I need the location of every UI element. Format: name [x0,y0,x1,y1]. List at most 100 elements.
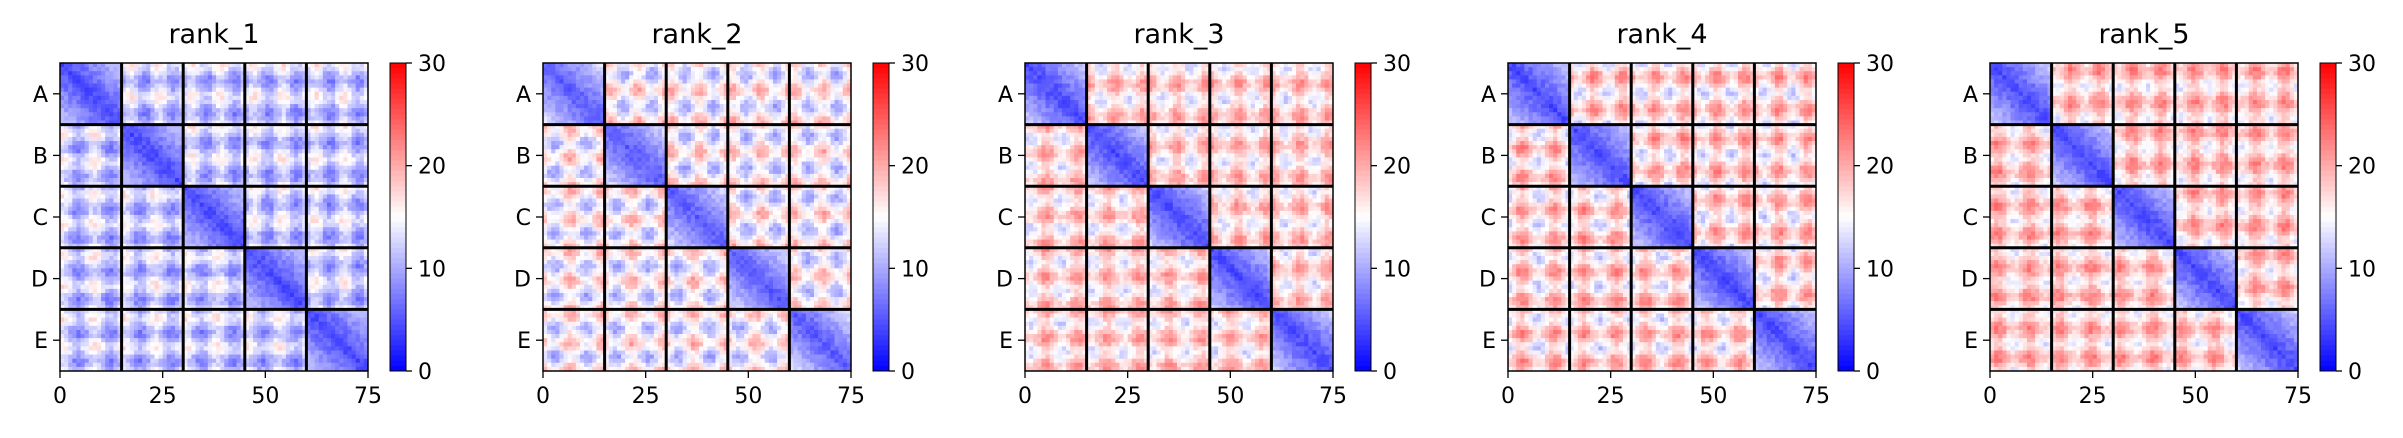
heatmap-cell [134,100,138,104]
heatmap-cell [163,178,167,182]
heatmap-cell [142,145,146,149]
heatmap-cell [97,145,101,149]
heatmap-cell [134,129,138,133]
heatmap-cell [175,100,179,104]
heatmap-cell [163,157,167,161]
heatmap-cell [76,141,80,145]
heatmap-cell [64,71,68,75]
heatmap-cell [167,112,171,116]
heatmap-cell [150,133,154,137]
heatmap-cell [68,129,72,133]
heatmap-cell [105,112,109,116]
heatmap-cell [130,157,134,161]
heatmap-cell [89,133,93,137]
heatmap-cell [130,84,134,88]
heatmap-cell [81,88,85,92]
heatmap-cell [138,71,142,75]
heatmap-cell [113,100,117,104]
heatmap-cell [138,178,142,182]
heatmap-cell [150,170,154,174]
heatmap-cell [134,108,138,112]
heatmap-cell [167,92,171,96]
heatmap-cell [146,153,150,157]
heatmap-cell [76,108,80,112]
heatmap-cell [85,96,89,100]
heatmap-cell [159,145,163,149]
heatmap-cell [154,112,158,116]
heatmap-cell [138,129,142,133]
heatmap-cell [167,162,171,166]
heatmap-cell [109,96,113,100]
heatmap-cell [89,75,93,79]
heatmap-cell [150,153,154,157]
heatmap-cell [105,104,109,108]
heatmap-cell [72,79,76,83]
heatmap-cell [109,178,113,182]
heatmap-cell [105,96,109,100]
heatmap-cell [138,170,142,174]
heatmap-cell [101,133,105,137]
heatmap-cell [93,166,97,170]
heatmap-cell [150,96,154,100]
heatmap-cell [97,149,101,153]
heatmap-cell [130,104,134,108]
heatmap-cell [150,75,154,79]
heatmap-cell [154,178,158,182]
heatmap-cell [105,88,109,92]
heatmap-cell [97,174,101,178]
heatmap-cell [163,108,167,112]
heatmap-cell [163,145,167,149]
heatmap-cell [175,67,179,71]
heatmap-cell [142,108,146,112]
heatmap-cell [138,153,142,157]
heatmap-cell [130,129,134,133]
heatmap-cell [126,174,130,178]
heatmap-cell [85,129,89,133]
heatmap-cell [97,157,101,161]
heatmap-cell [167,75,171,79]
heatmap-cell [134,137,138,141]
heatmap-cell [150,157,154,161]
heatmap-cell [175,141,179,145]
heatmap-cell [146,170,150,174]
heatmap-cell [76,92,80,96]
heatmap-cell [146,75,150,79]
heatmap-cell [175,75,179,79]
heatmap-cell [76,71,80,75]
heatmap-cell [175,162,179,166]
heatmap-cell [97,153,101,157]
heatmap-cell [163,116,167,120]
heatmap-cell [159,96,163,100]
heatmap-cell [76,75,80,79]
heatmap-cell [113,112,117,116]
heatmap-cell [105,108,109,112]
heatmap-cell [93,75,97,79]
heatmap-cell [85,133,89,137]
heatmap-cell [175,149,179,153]
heatmap-cell [130,166,134,170]
heatmap-cell [142,149,146,153]
heatmap-cell [101,75,105,79]
heatmap-cell [171,162,175,166]
heatmap-cell [81,145,85,149]
heatmap-cell [163,137,167,141]
heatmap-cell [113,71,117,75]
heatmap-cell [64,157,68,161]
heatmap-cell [130,133,134,137]
heatmap-cell [97,133,101,137]
heatmap-cell [138,137,142,141]
heatmap-cell [175,104,179,108]
heatmap-cell [109,129,113,133]
heatmap-cell [89,84,93,88]
heatmap-cell [175,133,179,137]
heatmap-cell [159,162,163,166]
heatmap-cell [68,174,72,178]
heatmap-cell [113,157,117,161]
heatmap-cell [64,104,68,108]
heatmap-cell [134,153,138,157]
heatmap-cell [68,137,72,141]
heatmap-cell [130,116,134,120]
heatmap-cell [130,75,134,79]
heatmap-cell [146,157,150,161]
